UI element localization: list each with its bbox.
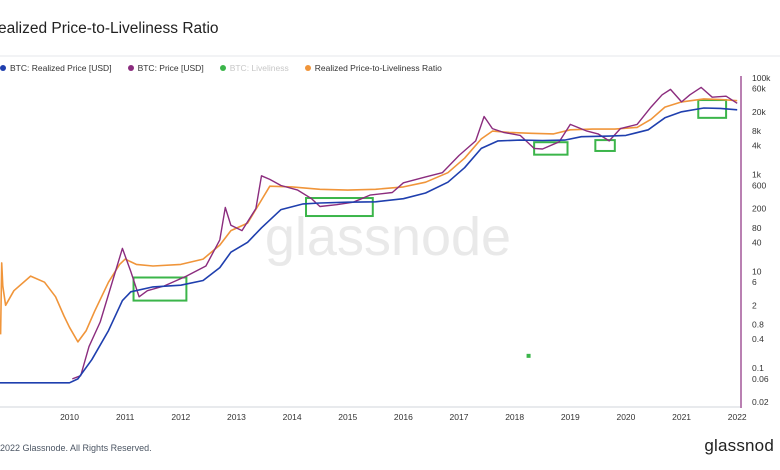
x-tick-label: 2019 xyxy=(561,412,580,422)
y-tick-label: 0.1 xyxy=(752,363,764,373)
x-tick-label: 2015 xyxy=(338,412,357,422)
chart-legend: BTC: Realized Price [USD] BTC: Price [US… xyxy=(0,63,442,73)
y-tick-label: 60k xyxy=(752,84,766,94)
y-tick-label: 200 xyxy=(752,204,766,214)
x-tick-label: 2014 xyxy=(283,412,302,422)
y-tick-label: 100k xyxy=(752,73,771,83)
legend-label-ratio: Realized Price-to-Liveliness Ratio xyxy=(314,63,442,73)
highlight-box-4 xyxy=(594,139,616,152)
chart-title: ealized Price-to-Liveliness Ratio xyxy=(0,20,219,37)
series-realized-price xyxy=(0,107,738,384)
x-tick-label: 2011 xyxy=(116,412,135,422)
x-tick-label: 2020 xyxy=(616,412,635,422)
highlight-boxes xyxy=(132,99,728,302)
copyright-text: 2022 Glassnode. All Rights Reserved. xyxy=(0,443,152,453)
y-tick-label: 1k xyxy=(752,170,762,180)
series-ratio xyxy=(0,98,738,343)
legend-item-price[interactable]: BTC: Price [USD] xyxy=(127,63,204,73)
legend-dot-realized-price xyxy=(0,65,6,71)
y-tick-label: 80 xyxy=(752,223,762,233)
y-tick-label: 0.4 xyxy=(752,334,764,344)
x-tick-label: 2021 xyxy=(672,412,691,422)
x-tick-label: 2022 xyxy=(728,412,747,422)
y-tick-label: 8k xyxy=(752,126,762,136)
legend-item-ratio[interactable]: Realized Price-to-Liveliness Ratio xyxy=(304,63,442,73)
x-tick-label: 2013 xyxy=(227,412,246,422)
series-price xyxy=(72,86,738,380)
legend-label-liveliness: BTC: Liveliness xyxy=(229,63,289,73)
liveliness-point xyxy=(526,353,531,358)
highlight-box-1 xyxy=(132,276,188,302)
legend-dot-price xyxy=(127,65,134,71)
watermark: glassnode xyxy=(265,207,511,267)
y-tick-label: 20k xyxy=(752,107,766,117)
y-tick-label: 4k xyxy=(752,141,762,151)
x-tick-label: 2018 xyxy=(505,412,524,422)
y-tick-label: 10 xyxy=(752,266,762,276)
x-tick-label: 2010 xyxy=(60,412,79,422)
y-tick-label: 6 xyxy=(752,277,757,287)
y-axis-ticks: 100k60k20k8k4k1k600200804010620.80.40.10… xyxy=(752,73,771,407)
y-tick-label: 600 xyxy=(752,180,766,190)
legend-item-liveliness[interactable]: BTC: Liveliness xyxy=(219,63,289,73)
legend-dot-ratio xyxy=(304,65,311,71)
y-tick-label: 40 xyxy=(752,237,762,247)
highlight-box-2 xyxy=(305,197,374,218)
y-tick-label: 0.8 xyxy=(752,320,764,330)
x-tick-label: 2017 xyxy=(450,412,469,422)
y-tick-label: 0.06 xyxy=(752,374,769,384)
brand-logo: glassnod xyxy=(704,436,774,455)
x-tick-label: 2016 xyxy=(394,412,413,422)
series-layer xyxy=(0,86,738,384)
x-tick-label: 2012 xyxy=(171,412,190,422)
legend-dot-liveliness xyxy=(219,65,226,71)
legend-label-price: BTC: Price [USD] xyxy=(137,63,204,73)
y-tick-label: 2 xyxy=(752,300,757,310)
legend-item-realized-price[interactable]: BTC: Realized Price [USD] xyxy=(0,63,112,73)
y-tick-label: 0.02 xyxy=(752,397,769,407)
x-axis-ticks: 2010 2011 2012 2013 2014 2015 2016 2017 2018 2019… xyxy=(60,412,747,422)
legend-label-realized-price: BTC: Realized Price [USD] xyxy=(10,63,112,73)
